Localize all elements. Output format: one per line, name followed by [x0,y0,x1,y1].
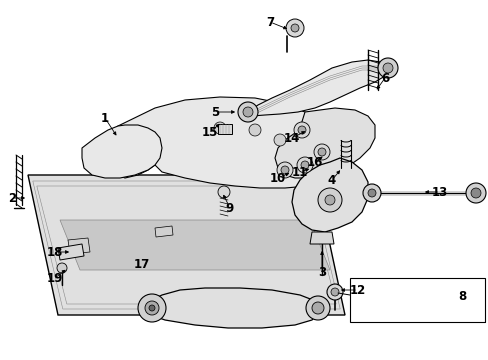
Text: 16: 16 [306,156,323,168]
Text: 12: 12 [349,284,366,297]
Polygon shape [291,158,367,232]
Circle shape [296,157,312,173]
Polygon shape [148,288,319,328]
Circle shape [305,296,329,320]
Text: 17: 17 [134,258,150,271]
Circle shape [311,302,324,314]
Polygon shape [218,124,231,134]
Text: 1: 1 [101,112,109,125]
Circle shape [325,195,334,205]
Text: 18: 18 [47,246,63,258]
Circle shape [326,284,342,300]
Circle shape [276,162,292,178]
Circle shape [138,294,165,322]
Polygon shape [274,108,374,178]
Circle shape [367,189,375,197]
Circle shape [238,102,258,122]
Text: 11: 11 [291,166,307,179]
Text: 7: 7 [265,15,273,28]
Circle shape [362,184,380,202]
Polygon shape [28,175,345,315]
Circle shape [297,126,305,134]
Polygon shape [60,220,329,270]
Circle shape [149,305,155,311]
Bar [349,278,484,322]
Polygon shape [82,125,162,178]
Text: 19: 19 [47,271,63,284]
Text: 2: 2 [8,192,16,204]
Polygon shape [68,238,90,254]
Circle shape [293,122,309,138]
Circle shape [290,24,298,32]
Circle shape [313,144,329,160]
Polygon shape [58,244,84,260]
Circle shape [465,183,485,203]
Circle shape [145,301,159,315]
Circle shape [214,122,225,134]
Text: 15: 15 [202,126,218,139]
Circle shape [281,166,288,174]
Polygon shape [247,60,387,116]
Text: 8: 8 [457,289,465,302]
Circle shape [57,263,67,273]
Circle shape [330,288,338,296]
Polygon shape [309,232,333,244]
Circle shape [317,148,325,156]
Circle shape [377,58,397,78]
Polygon shape [155,226,173,237]
Circle shape [317,188,341,212]
Text: 10: 10 [269,171,285,184]
Text: 13: 13 [431,185,447,198]
Text: 6: 6 [380,72,388,85]
Circle shape [243,107,252,117]
Circle shape [248,124,261,136]
Text: 14: 14 [283,131,300,144]
Circle shape [301,161,308,169]
Polygon shape [110,97,351,188]
Text: 5: 5 [210,105,219,118]
Text: 9: 9 [225,202,234,215]
Text: 4: 4 [327,174,335,186]
Circle shape [285,19,304,37]
Circle shape [218,186,229,198]
Text: 3: 3 [317,266,325,279]
Circle shape [382,63,392,73]
Circle shape [273,134,285,146]
Circle shape [470,188,480,198]
